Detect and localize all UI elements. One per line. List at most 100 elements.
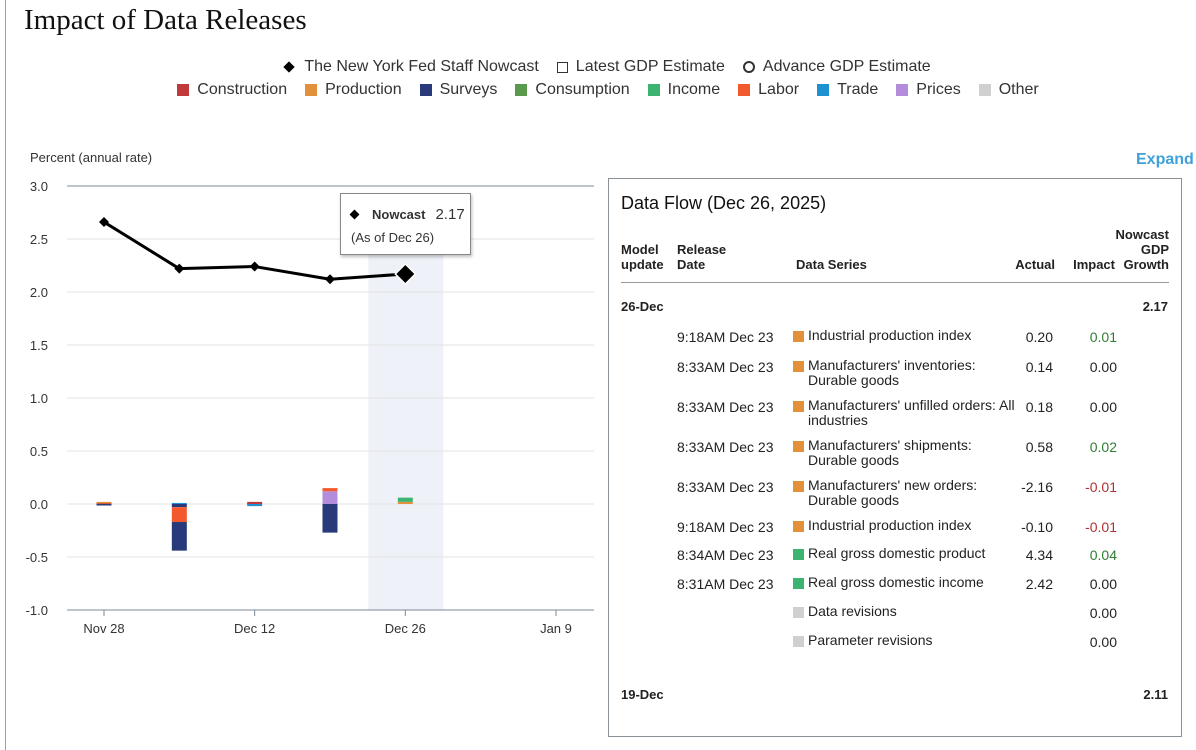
legend-item-production[interactable]: Production xyxy=(305,81,402,99)
nowcast-point xyxy=(99,217,109,228)
circle-outline-icon xyxy=(742,61,755,73)
impact-value: -0.01 xyxy=(1085,519,1117,535)
header-text: update xyxy=(621,257,664,272)
y-tick-label: 0.0 xyxy=(30,497,48,512)
category-swatch xyxy=(793,521,804,532)
x-tick-label: Dec 12 xyxy=(234,621,275,636)
y-tick-label: 0.5 xyxy=(30,444,48,459)
legend-item-latest-gdp[interactable]: Latest GDP Estimate xyxy=(556,58,725,76)
legend-swatch xyxy=(305,84,318,96)
y-tick-label: 1.0 xyxy=(30,391,48,406)
group-date[interactable]: 19-Dec xyxy=(621,687,664,702)
category-swatch xyxy=(793,549,804,560)
impact-bar-segment xyxy=(397,501,413,504)
panel-title: Data Flow (Dec 26, 2025) xyxy=(621,193,827,213)
legend-item-surveys[interactable]: Surveys xyxy=(419,81,498,99)
actual-value: 2.42 xyxy=(1025,576,1053,592)
chart-tooltip: Nowcast 2.17 (As of Dec 26) xyxy=(340,193,471,255)
diamond-icon xyxy=(283,61,295,73)
legend-item-income[interactable]: Income xyxy=(647,81,721,99)
y-tick-label: -0.5 xyxy=(26,550,48,565)
header-text: Model xyxy=(621,242,659,257)
category-swatch xyxy=(793,636,804,647)
data-flow-panel: Data Flow (Dec 26, 2025) Model update Re… xyxy=(608,178,1182,737)
impact-bar-segment xyxy=(322,491,338,504)
legend-item-construction[interactable]: Construction xyxy=(177,81,287,99)
x-tick-label: Jan 9 xyxy=(540,621,572,636)
legend-item-prices[interactable]: Prices xyxy=(896,81,961,99)
actual-value: 0.20 xyxy=(1025,329,1053,345)
header-text: Date xyxy=(677,257,706,272)
data-series-name: Data revisions xyxy=(808,603,897,619)
category-swatch xyxy=(793,578,804,589)
header-release-date: Release Date xyxy=(677,242,726,272)
legend-categories: Construction Production Surveys Consumption… xyxy=(0,81,1196,99)
impact-bar-segment xyxy=(247,504,263,507)
impact-value: 0.00 xyxy=(1089,605,1117,621)
legend-item-other[interactable]: Other xyxy=(978,81,1039,99)
header-actual: Actual xyxy=(1015,257,1055,272)
legend-label: Advance GDP Estimate xyxy=(762,58,931,75)
header-impact: Impact xyxy=(1073,257,1115,272)
category-swatch xyxy=(793,481,804,492)
legend-item-labor[interactable]: Labor xyxy=(738,81,799,99)
actual-value: 4.34 xyxy=(1025,547,1053,563)
legend-label: Latest GDP Estimate xyxy=(575,58,725,75)
impact-bar-segment xyxy=(247,501,263,504)
impact-bar-segment xyxy=(171,504,187,508)
impact-bar-segment xyxy=(96,504,112,506)
impact-value: 0.00 xyxy=(1089,576,1117,592)
legend-label: Labor xyxy=(758,81,800,98)
legend-label: Surveys xyxy=(439,81,498,98)
header-model-update: Model update xyxy=(621,242,664,272)
legend-label: Income xyxy=(667,81,721,98)
y-tick-label: 1.5 xyxy=(30,338,48,353)
legend-item-consumption[interactable]: Consumption xyxy=(515,81,630,99)
tooltip-label: Nowcast xyxy=(372,207,426,222)
legend-swatch xyxy=(896,84,909,96)
header-text: Release xyxy=(677,242,727,257)
legend-swatch xyxy=(515,84,528,96)
legend-label: Other xyxy=(998,81,1039,98)
legend-label: Prices xyxy=(916,81,961,98)
tooltip-value: 2.17 xyxy=(435,206,465,223)
legend-item-advance-gdp[interactable]: Advance GDP Estimate xyxy=(742,58,931,76)
header-text: Nowcast xyxy=(1115,227,1169,242)
category-swatch xyxy=(793,331,804,342)
highlight-band xyxy=(368,200,444,610)
data-series-name: Industrial production index xyxy=(808,327,972,343)
category-swatch xyxy=(793,361,804,372)
header-divider xyxy=(621,282,1169,283)
y-tick-label: 2.0 xyxy=(30,285,48,300)
header-text: GDP xyxy=(1140,242,1169,257)
legend-swatch xyxy=(177,84,190,96)
header-data-series: Data Series xyxy=(796,257,867,272)
legend-item-trade[interactable]: Trade xyxy=(817,81,878,99)
legend-label: Trade xyxy=(837,81,879,98)
impact-bar-segment xyxy=(96,502,112,505)
actual-value: 0.18 xyxy=(1025,399,1053,415)
impact-value: 0.00 xyxy=(1089,399,1117,415)
expand-link[interactable]: Expand xyxy=(1136,151,1194,168)
category-swatch xyxy=(793,401,804,412)
group-nowcast-value: 2.11 xyxy=(1143,687,1168,702)
nowcast-chart: 3.0 2.5 2.0 1.5 1.0 0.5 0.0 -0.5 -1.0 Nov 28 Dec 1… xyxy=(26,179,594,636)
data-series-name: Manufacturers' shipments: Durable goods xyxy=(808,437,972,468)
nowcast-point xyxy=(249,261,260,272)
release-date: 8:33AM Dec 23 xyxy=(677,439,774,455)
nowcast-point xyxy=(324,274,335,285)
page-left-border xyxy=(5,0,6,750)
data-series-name: Real gross domestic product xyxy=(808,545,986,561)
impact-value: -0.01 xyxy=(1085,479,1117,495)
nowcast-point xyxy=(174,263,185,274)
category-swatch xyxy=(793,441,804,452)
square-outline-icon xyxy=(556,61,568,73)
release-date: 8:31AM Dec 23 xyxy=(677,576,774,592)
y-tick-label: -1.0 xyxy=(26,603,48,618)
actual-value: -0.10 xyxy=(1021,519,1053,535)
category-swatch xyxy=(793,607,804,618)
legend-label: Production xyxy=(325,81,402,98)
data-series-name: Industrial production index xyxy=(808,517,972,533)
release-date: 9:18AM Dec 23 xyxy=(677,519,774,535)
legend-item-nowcast[interactable]: The New York Fed Staff Nowcast xyxy=(283,58,539,76)
